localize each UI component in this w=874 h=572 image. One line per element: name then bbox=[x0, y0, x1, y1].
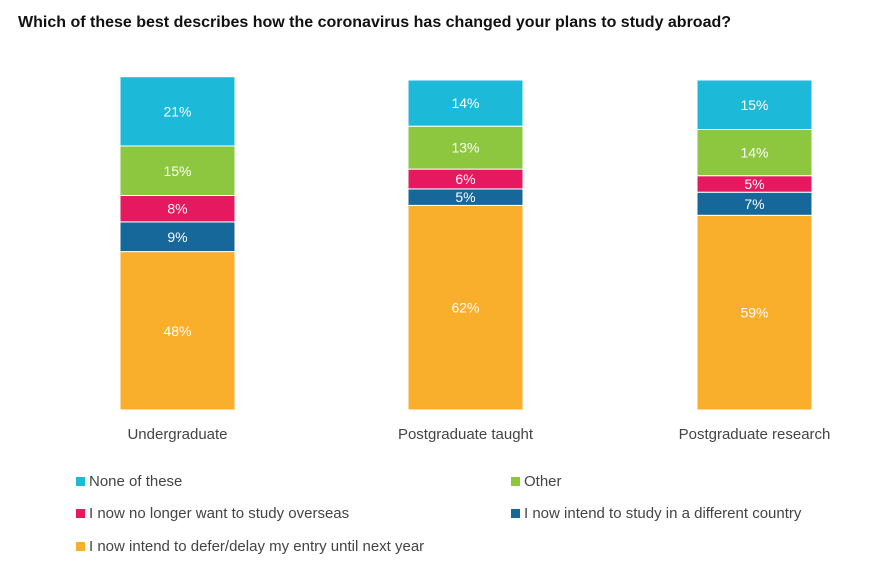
bar-segment bbox=[119, 76, 236, 147]
data-label: 15% bbox=[163, 163, 191, 179]
category-label: Undergraduate bbox=[127, 426, 227, 443]
bar-segment bbox=[407, 125, 524, 170]
data-label: 48% bbox=[163, 323, 191, 339]
bar-segment bbox=[696, 129, 813, 177]
bar-segment bbox=[407, 79, 524, 127]
bar-segment bbox=[119, 221, 236, 253]
chart-title: Which of these best describes how the co… bbox=[18, 14, 732, 31]
legend-item: None of these bbox=[76, 473, 182, 490]
data-label: 6% bbox=[455, 171, 475, 187]
legend-swatch bbox=[76, 542, 85, 551]
data-label: 5% bbox=[455, 189, 475, 205]
data-label: 21% bbox=[163, 103, 191, 119]
legend-swatch bbox=[76, 477, 85, 486]
legend-label: I now intend to study in a different cou… bbox=[524, 505, 802, 522]
data-label: 15% bbox=[740, 97, 768, 113]
data-label: 5% bbox=[744, 176, 764, 192]
data-label: 9% bbox=[167, 229, 187, 245]
legend-item: I now intend to study in a different cou… bbox=[511, 505, 801, 522]
bar-segment bbox=[119, 251, 236, 411]
bar-segment bbox=[696, 214, 813, 411]
data-label: 59% bbox=[740, 305, 768, 321]
bar-segment bbox=[407, 204, 524, 411]
legend-label: Other bbox=[524, 473, 562, 490]
data-label: 8% bbox=[167, 201, 187, 217]
data-label: 13% bbox=[451, 140, 479, 156]
legend-label: None of these bbox=[89, 473, 183, 490]
legend-swatch bbox=[511, 477, 520, 486]
category-label: Postgraduate research bbox=[679, 426, 831, 443]
legend-label: I now intend to defer/delay my entry unt… bbox=[89, 538, 425, 555]
bar-segment bbox=[119, 145, 236, 196]
legend-item: I now no longer want to study overseas bbox=[76, 505, 349, 522]
data-label: 14% bbox=[451, 95, 479, 111]
legend-item: Other bbox=[511, 473, 562, 490]
data-label: 7% bbox=[744, 196, 764, 212]
data-label: 62% bbox=[451, 300, 479, 316]
bar-segment bbox=[696, 79, 813, 130]
legend-item: I now intend to defer/delay my entry unt… bbox=[76, 538, 424, 555]
legend-swatch bbox=[76, 509, 85, 518]
category-label: Postgraduate taught bbox=[398, 426, 534, 443]
data-label: 14% bbox=[740, 145, 768, 161]
legend-label: I now no longer want to study overseas bbox=[89, 505, 350, 522]
legend-swatch bbox=[511, 509, 520, 518]
